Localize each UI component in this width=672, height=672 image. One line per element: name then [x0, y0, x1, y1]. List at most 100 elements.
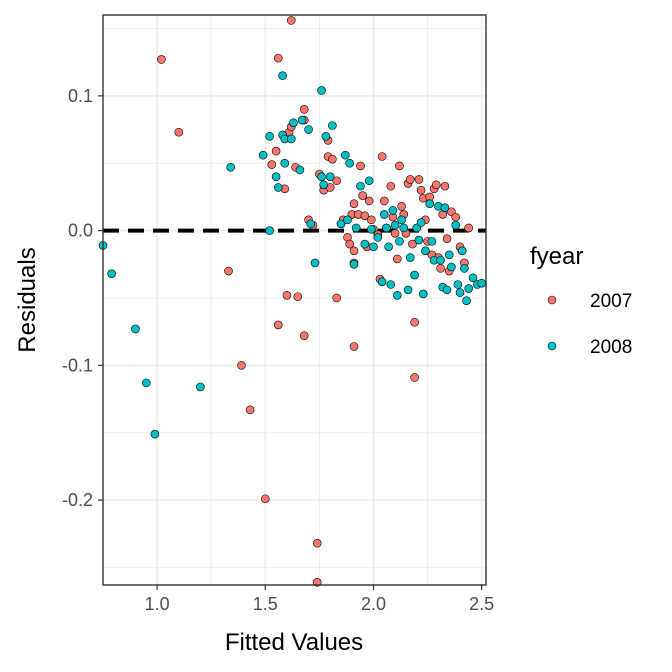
data-point-2007: [442, 234, 452, 243]
data-point-2007: [410, 317, 419, 327]
data-point-2008: [273, 183, 283, 192]
data-point-2008: [364, 176, 374, 186]
x-tick-label: 1.0: [145, 594, 170, 614]
x-axis-title: Fitted Values: [225, 629, 363, 656]
data-point-2008: [265, 131, 274, 141]
x-axis-ticks: 1.0 1.5 2.0 2.5: [145, 585, 494, 614]
data-point-2007: [237, 361, 246, 370]
data-point-2008: [304, 125, 313, 134]
data-point-2007: [451, 212, 461, 222]
plot-border: [102, 14, 487, 586]
data-point-2008: [196, 382, 205, 392]
data-point-2007: [410, 373, 419, 382]
data-point-2007: [367, 215, 376, 225]
data-point-2008: [392, 290, 402, 300]
data-point-2008: [141, 378, 151, 388]
legend: fyear 2007 2008: [530, 243, 632, 358]
data-point-2007: [414, 175, 424, 184]
data-point-2008: [345, 158, 354, 168]
data-point-2008: [455, 288, 465, 297]
data-point-2008: [477, 278, 486, 288]
data-point-2007: [416, 185, 426, 195]
data-point-2008: [107, 269, 116, 279]
data-point-2008: [382, 223, 391, 233]
data-point-2008: [356, 181, 365, 191]
data-point-2007: [273, 320, 283, 330]
data-point-2008: [390, 220, 400, 230]
data-point-2008: [297, 115, 307, 125]
legend-title: fyear: [530, 243, 583, 270]
data-point-2008: [460, 264, 469, 273]
legend-label-2008: 2008: [590, 337, 632, 358]
y-tick-label: -0.1: [62, 355, 93, 375]
data-point-2007: [397, 202, 406, 211]
legend-key-2008: [547, 341, 557, 351]
data-point-2008: [306, 219, 316, 229]
data-point-2008: [444, 250, 454, 260]
data-point-2008: [397, 215, 406, 225]
data-point-2008: [384, 242, 393, 252]
legend-key-2007: [547, 295, 557, 305]
data-point-2008: [379, 210, 389, 219]
data-point-2008: [427, 237, 437, 246]
data-point-2007: [392, 254, 402, 264]
data-point-2008: [360, 239, 370, 249]
data-point-2008: [319, 180, 329, 190]
data-point-2008: [421, 246, 430, 256]
data-point-2008: [399, 223, 409, 233]
data-point-2008: [328, 121, 337, 130]
data-point-2008: [150, 429, 160, 439]
data-point-2007: [377, 152, 387, 161]
y-axis-title: Residuals: [14, 247, 41, 352]
data-point-2008: [226, 162, 235, 172]
data-point-2008: [325, 172, 335, 182]
y-tick-label: 0.1: [68, 86, 93, 106]
data-point-2008: [418, 289, 428, 299]
data-point-2008: [280, 158, 290, 168]
data-point-2008: [369, 242, 378, 252]
data-point-2008: [317, 86, 326, 95]
data-point-2008: [403, 285, 413, 295]
data-point-2008: [289, 118, 298, 128]
data-point-2007: [332, 176, 341, 186]
data-point-2008: [367, 224, 376, 234]
data-point-2007: [267, 160, 277, 169]
data-point-2008: [468, 273, 478, 283]
data-point-2008: [349, 259, 359, 269]
data-point-2007: [349, 246, 359, 256]
data-point-2007: [405, 175, 415, 184]
x-tick-label: 2.0: [361, 594, 386, 614]
data-point-2008: [351, 223, 361, 233]
data-point-2008: [131, 324, 140, 334]
data-point-2007: [332, 293, 341, 303]
data-point-2007: [345, 239, 354, 249]
data-point-2007: [386, 181, 396, 191]
data-point-2007: [390, 228, 400, 238]
data-point-2007: [328, 154, 337, 164]
data-point-2008: [265, 226, 274, 235]
data-point-2007: [379, 196, 389, 206]
data-point-2007: [464, 223, 473, 233]
data-point-2008: [388, 206, 398, 215]
data-point-2007: [282, 290, 292, 300]
data-point-2008: [373, 233, 383, 242]
grid: [102, 15, 486, 585]
data-point-2007: [360, 211, 370, 221]
data-point-2008: [425, 199, 435, 208]
data-point-2007: [440, 181, 450, 191]
data-point-2008: [462, 296, 471, 305]
data-point-2007: [271, 146, 281, 156]
data-point-2007: [286, 16, 296, 25]
x-tick-label: 1.5: [253, 594, 278, 614]
data-point-2007: [273, 53, 283, 63]
data-point-2007: [408, 239, 417, 249]
data-point-2008: [436, 255, 445, 265]
data-point-2007: [349, 342, 359, 351]
data-point-2007: [245, 405, 255, 415]
data-point-2008: [321, 131, 331, 141]
data-point-2007: [224, 266, 233, 276]
data-point-2007: [395, 161, 404, 171]
data-point-2008: [295, 165, 305, 175]
data-point-2007: [174, 127, 184, 137]
data-point-2008: [343, 215, 352, 225]
